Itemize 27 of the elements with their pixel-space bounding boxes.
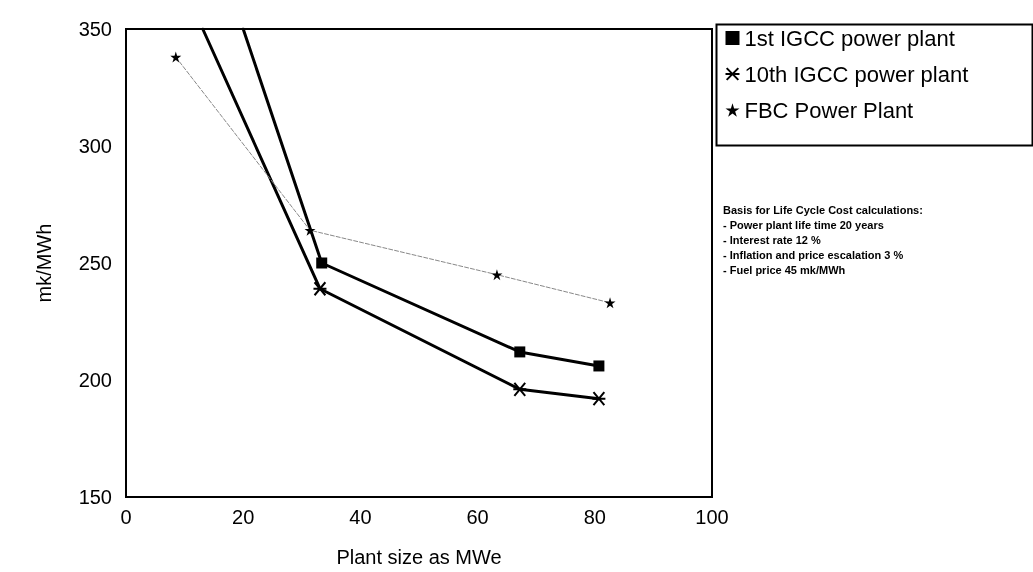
point [304,224,316,236]
x-tick-label: 60 [466,506,489,528]
legend-label: FBC Power Plant [744,97,914,123]
point [316,257,328,269]
y-tick-label: 150 [78,486,112,508]
point [491,269,503,281]
x-tick-label: 100 [695,506,729,528]
text: Basis for Life Cycle Cost calculations: - Power plant life time 20 years - Interest rate 12 % - Inflation and price escalation 3 % - Fuel price 45 mk/MWh [723,203,923,276]
y-tick-label: 200 [78,369,112,391]
x-tick-label: 0 [120,506,132,528]
y-tick-label: 250 [78,252,112,274]
x-axis-title: Plant size as MWe [336,546,502,568]
point [593,360,605,372]
y-tick-label: 300 [78,135,112,157]
point [312,281,328,297]
x-tick-label: 40 [349,506,372,528]
point [591,391,607,407]
y-axis-title: mk/MWh [33,223,55,303]
x-tick-label: 20 [232,506,255,528]
y-tick-label: 350 [78,18,112,40]
point [604,297,616,309]
point [170,51,182,63]
legend-label: 10th IGCC power plant [744,61,969,87]
x-tick-label: 80 [583,506,606,528]
point [512,381,528,397]
legend-label: 1st IGCC power plant [744,25,955,51]
point [514,346,526,358]
